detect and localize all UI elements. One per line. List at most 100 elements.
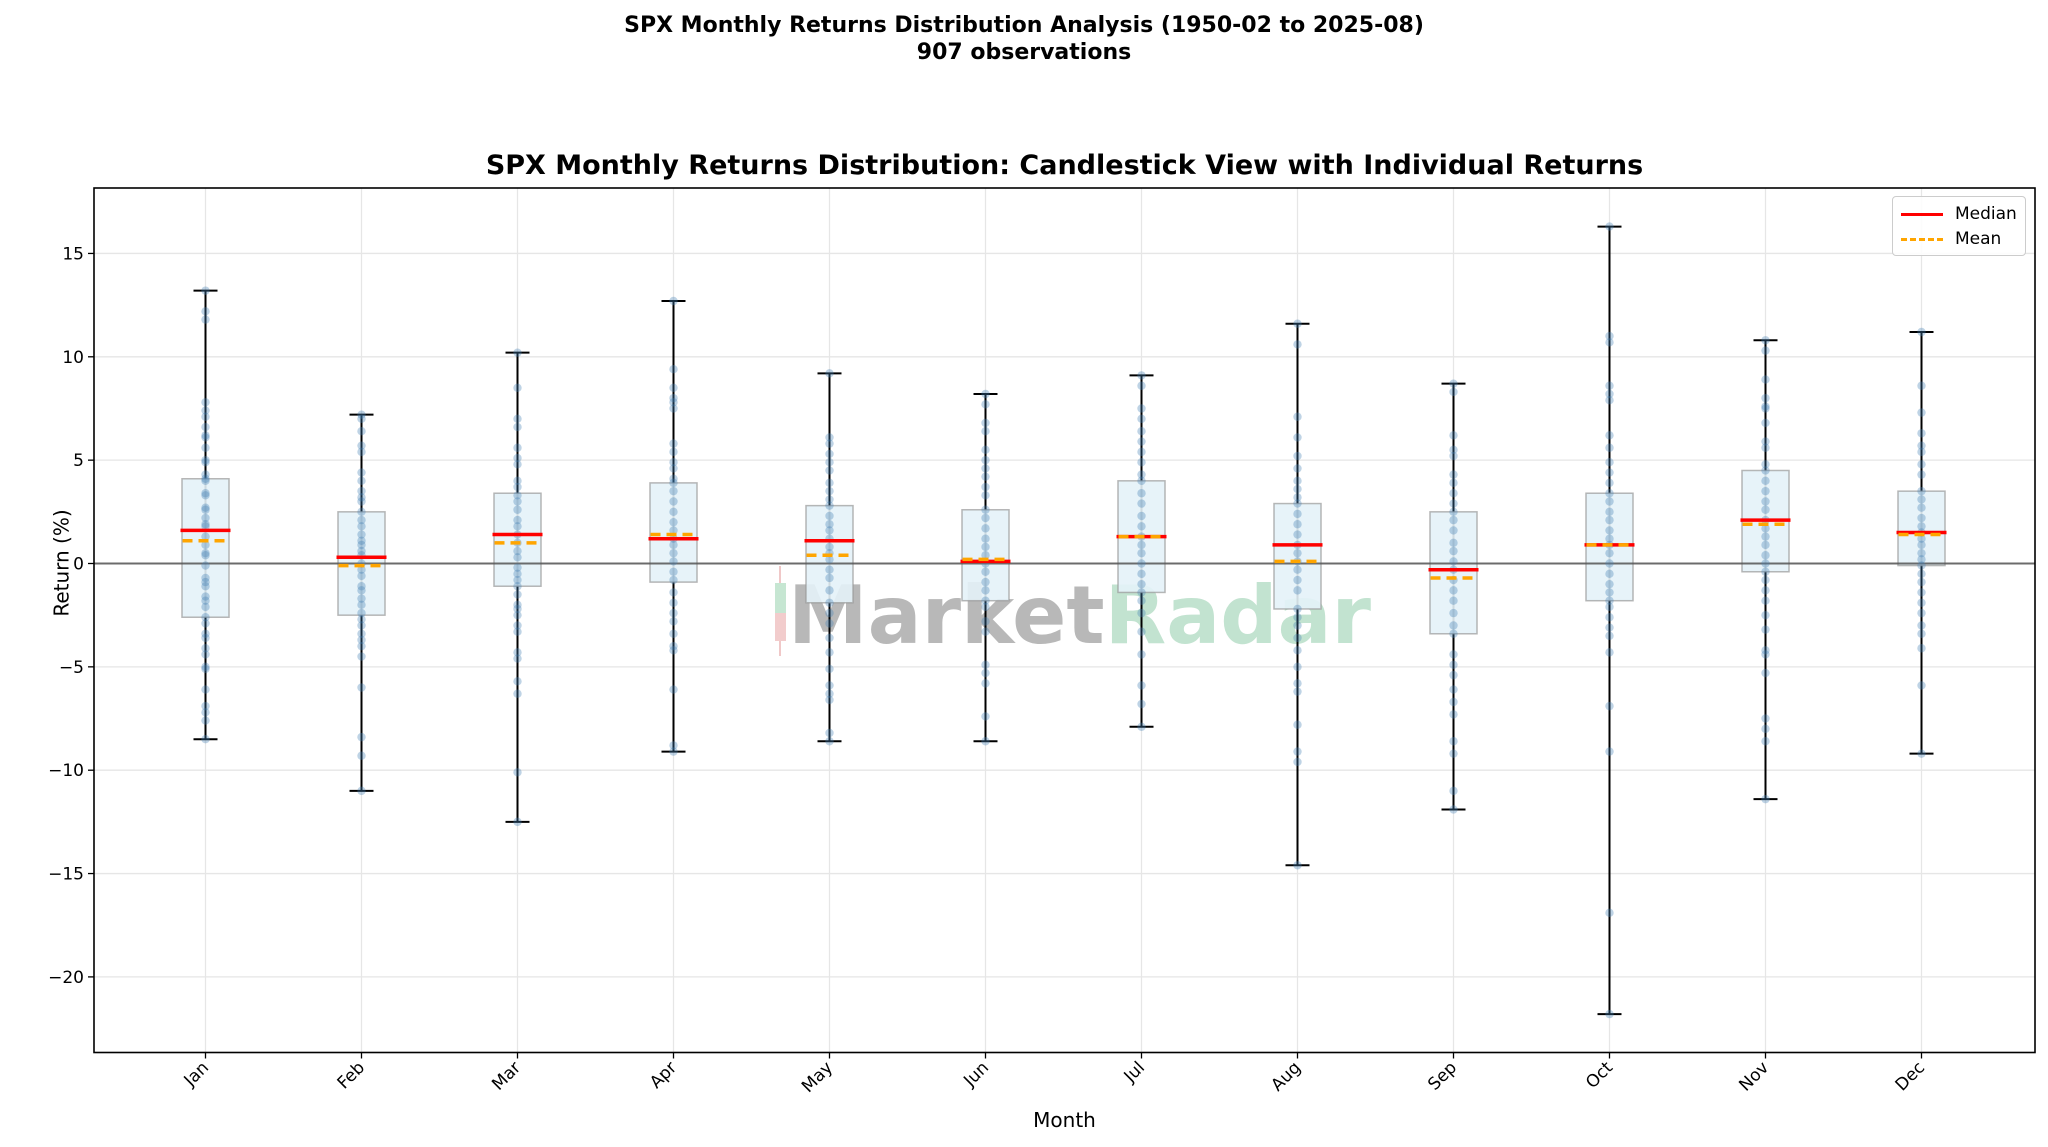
return-point	[1449, 526, 1458, 535]
return-point	[669, 296, 678, 306]
return-point	[981, 505, 990, 514]
return-point	[1917, 577, 1926, 587]
return-point	[1137, 476, 1146, 486]
return-point	[1761, 575, 1770, 585]
return-point	[1917, 495, 1926, 504]
return-point	[1917, 555, 1926, 564]
return-point	[1917, 486, 1926, 496]
x-tick-label-mar: Mar	[488, 1058, 525, 1095]
return-point	[825, 681, 834, 690]
axes-frame	[93, 187, 2036, 1054]
return-point	[1293, 757, 1302, 767]
return-point	[1449, 670, 1458, 680]
return-point	[825, 478, 834, 488]
return-point	[201, 602, 210, 612]
return-point	[201, 307, 210, 316]
x-tick-label-dec: Dec	[1892, 1058, 1929, 1095]
return-point	[201, 431, 210, 440]
return-point	[1293, 451, 1302, 461]
watermark-candle-up	[775, 583, 786, 613]
return-point	[513, 817, 522, 827]
return-point	[1293, 604, 1302, 614]
return-point	[669, 685, 678, 694]
return-point	[825, 695, 834, 705]
return-point	[1449, 546, 1458, 556]
return-point	[357, 586, 366, 595]
return-point	[1761, 610, 1770, 620]
return-point	[1761, 346, 1770, 355]
return-point	[357, 621, 366, 630]
return-point	[825, 689, 834, 698]
return-point	[1605, 569, 1614, 579]
return-point	[981, 400, 990, 409]
return-point	[1605, 602, 1614, 612]
return-point	[669, 517, 678, 527]
return-point	[1605, 515, 1614, 525]
return-point	[669, 474, 678, 483]
return-point	[513, 505, 522, 514]
return-point	[513, 590, 522, 599]
return-point	[1449, 507, 1458, 517]
return-point	[201, 548, 210, 558]
return-point	[1449, 685, 1458, 694]
x-tick-label-jul: Jul	[1120, 1058, 1149, 1087]
return-point	[1293, 586, 1302, 595]
return-point	[513, 476, 522, 486]
return-point	[669, 575, 678, 585]
return-point	[1293, 530, 1302, 539]
return-point	[357, 732, 366, 742]
return-point	[201, 592, 210, 601]
iqr-box-jun	[961, 509, 1010, 602]
return-point	[669, 507, 678, 517]
return-point	[1293, 720, 1302, 729]
median-line-swatch-icon	[1901, 212, 1943, 216]
y-axis-ticks: −20 −15 −10 −5 0 5 10 15	[48, 244, 94, 988]
return-point	[201, 503, 210, 512]
return-point	[981, 418, 990, 428]
return-point	[1293, 613, 1302, 622]
x-tick-label-aug: Aug	[1267, 1058, 1305, 1096]
return-point	[201, 551, 210, 560]
return-point	[1449, 608, 1458, 618]
return-point	[1293, 633, 1302, 643]
return-point	[201, 662, 210, 672]
return-point	[201, 708, 210, 717]
return-point	[513, 491, 522, 500]
return-point	[1761, 650, 1770, 659]
return-point	[1605, 338, 1614, 347]
return-point	[1137, 548, 1146, 558]
return-point	[1293, 662, 1302, 672]
return-point	[825, 565, 834, 574]
return-point	[513, 648, 522, 657]
return-point	[201, 422, 210, 432]
return-point	[1917, 629, 1926, 638]
return-point	[1761, 524, 1770, 533]
return-point	[1137, 588, 1146, 597]
return-point	[1137, 381, 1146, 390]
return-point	[1917, 540, 1926, 550]
return-point	[825, 486, 834, 496]
return-point	[825, 439, 834, 448]
return-point	[201, 476, 210, 486]
return-point	[1761, 443, 1770, 452]
return-point	[1605, 222, 1614, 231]
return-point	[357, 447, 366, 457]
return-point	[1293, 319, 1302, 328]
return-point	[1605, 443, 1614, 452]
return-point	[357, 414, 366, 424]
return-point	[825, 664, 834, 674]
return-point	[201, 633, 210, 643]
return-point	[1917, 327, 1926, 337]
return-point	[669, 439, 678, 448]
return-point	[1293, 575, 1302, 585]
return-point	[201, 734, 210, 744]
return-point	[513, 768, 522, 777]
return-point	[981, 534, 990, 543]
return-point	[1449, 786, 1458, 796]
return-point	[1761, 668, 1770, 678]
return-point	[201, 433, 210, 442]
return-point	[513, 610, 522, 620]
return-point	[357, 546, 366, 556]
return-point	[669, 641, 678, 651]
return-point	[1293, 861, 1302, 870]
